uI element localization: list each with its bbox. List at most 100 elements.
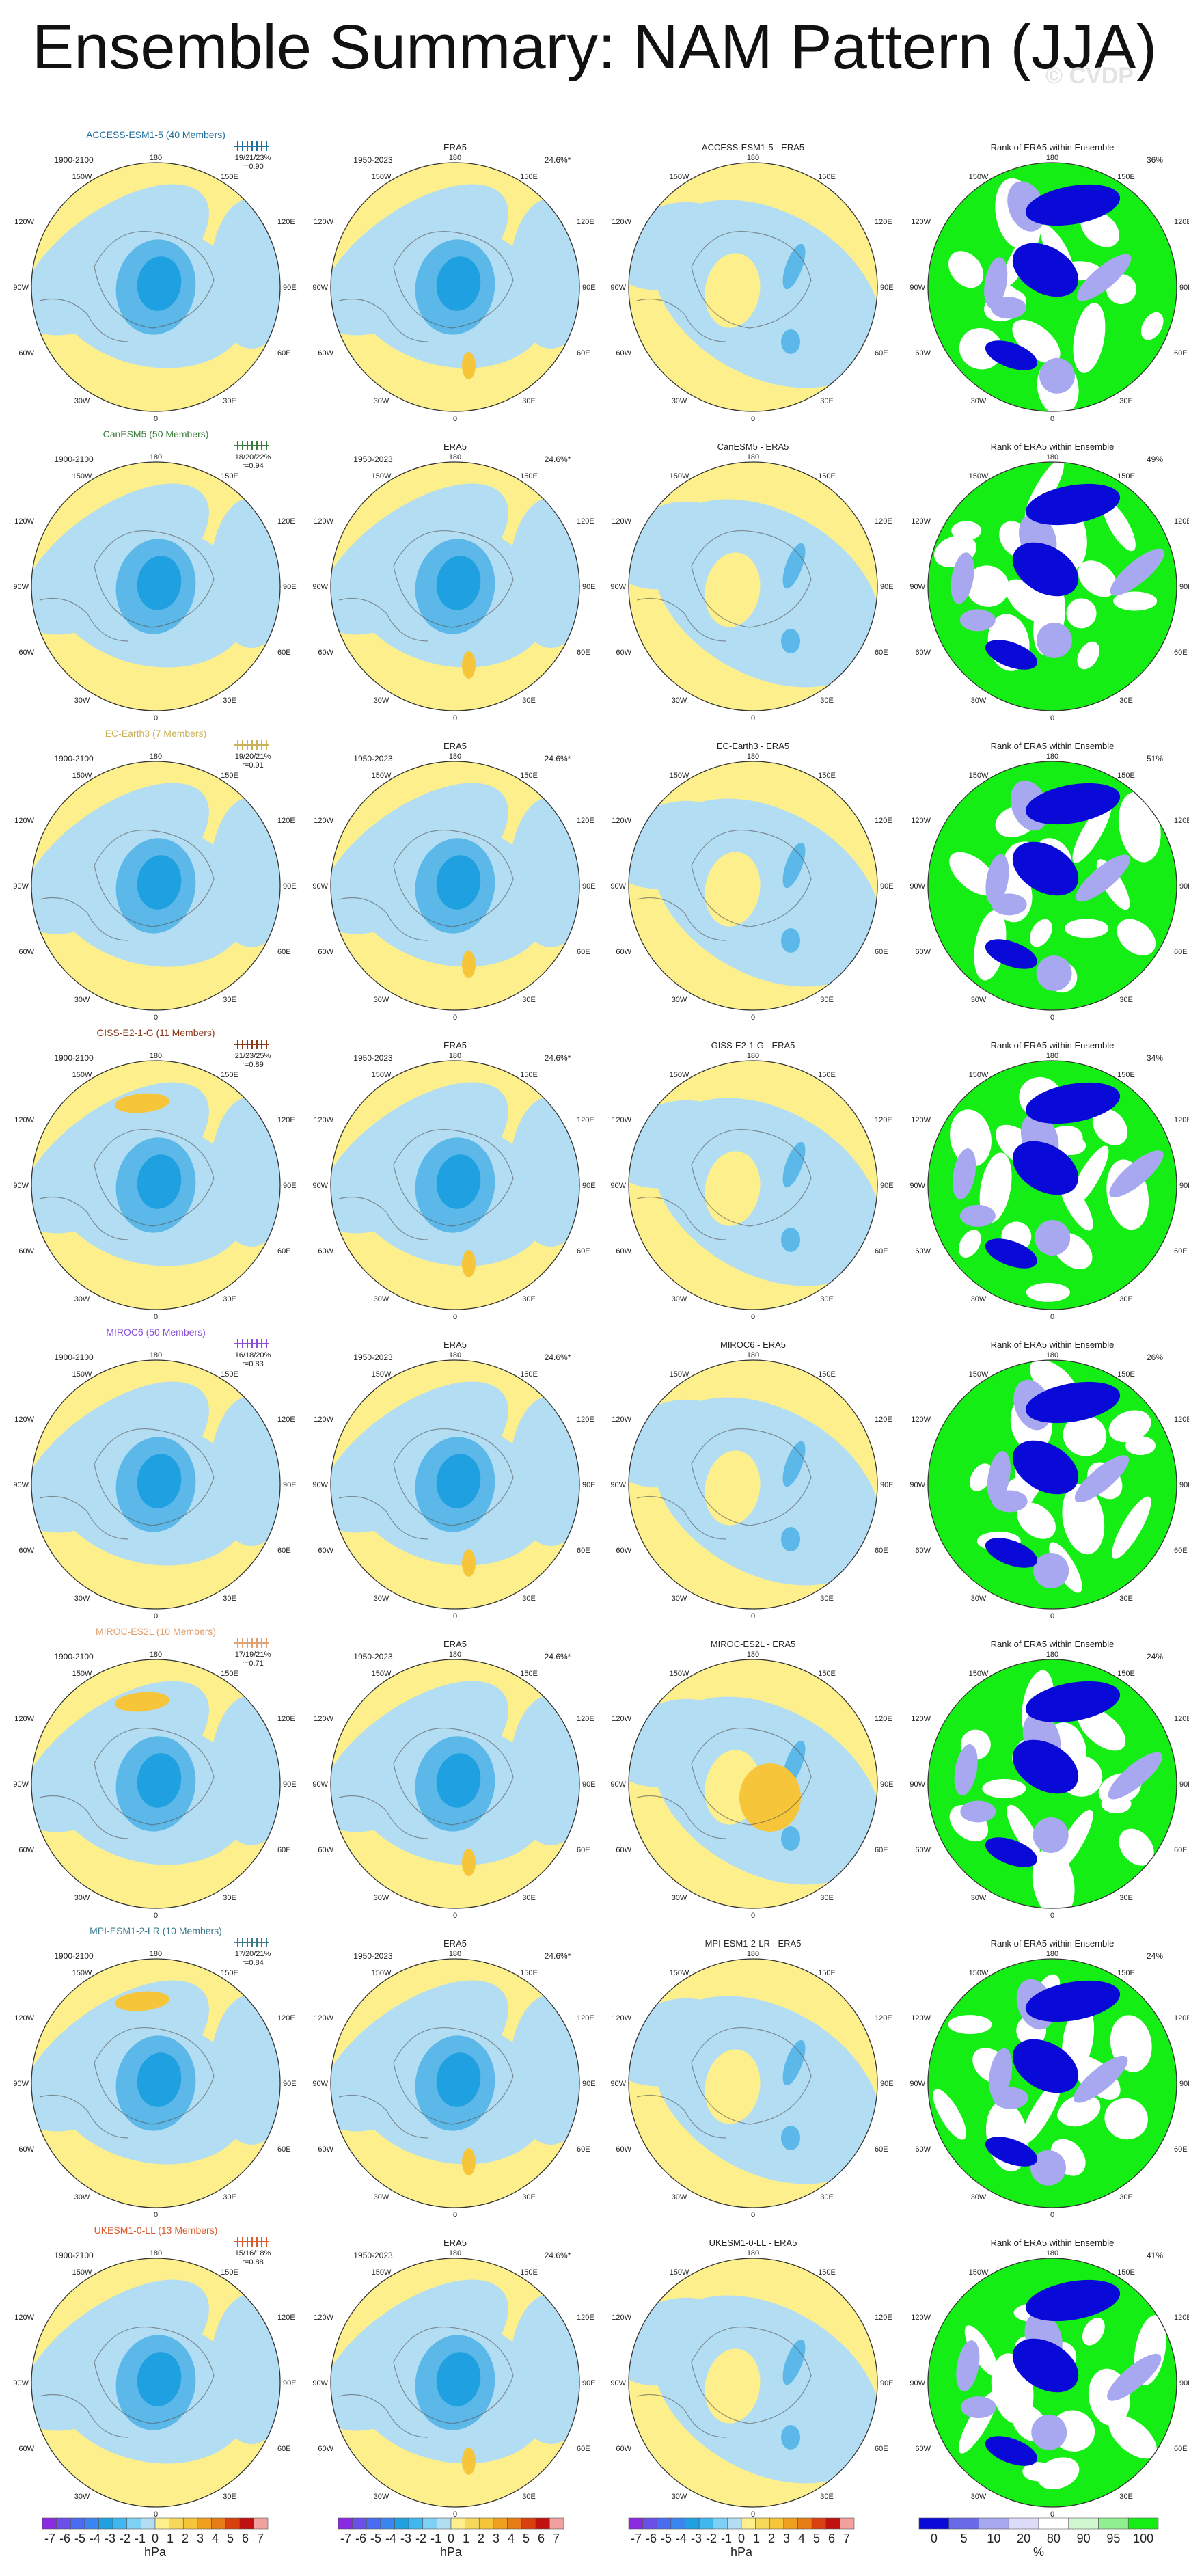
lon-label: 60E	[577, 948, 590, 956]
era5-map-r3: 180 0 90W 90E 150W 150E 120W 120E 60W 60E 30W 30E	[312, 1052, 595, 1321]
colorbar-swatch	[656, 2517, 672, 2530]
lon-label: 150E	[818, 173, 836, 181]
colorbar-diff: -7 -6 -5 -4 -3 -2 -1 0 1 2 3 4 5 6 7 hPa	[628, 2517, 855, 2559]
ensemble-spread-glyph	[234, 1938, 269, 1947]
map-border	[330, 1359, 580, 1610]
coastline	[691, 2327, 812, 2424]
lon-label: 90W	[312, 2080, 328, 2088]
colorbar-tick-label: -2	[706, 2532, 717, 2545]
ensemble-spread-glyph	[234, 1638, 269, 1648]
rank-blue-south	[985, 1238, 1038, 1269]
rank-blue-north	[1025, 1381, 1121, 1424]
model-period: 1900-2100	[54, 1652, 94, 1662]
lon-label: 120E	[277, 2014, 295, 2022]
lon-label: 120E	[1174, 817, 1189, 825]
colorbar-tick-label: 4	[798, 2532, 805, 2545]
positive-core	[115, 1093, 169, 1113]
lon-label: 120W	[612, 1715, 631, 1723]
map-border	[628, 1359, 878, 1610]
rank-lightblue-patch	[951, 552, 974, 604]
model-period: 1900-2100	[54, 2251, 94, 2260]
rank-white-patch	[950, 1109, 992, 1167]
rank-lightblue-patch	[959, 1204, 996, 1227]
lon-label: 120W	[911, 1715, 931, 1723]
lon-label: 30W	[971, 397, 987, 405]
lon-label: 60E	[277, 2445, 291, 2453]
rank-white-patch	[1108, 1410, 1151, 1443]
negative-anomaly	[781, 2425, 800, 2450]
lon-label: 90W	[610, 2080, 626, 2088]
lon-label: 0	[1050, 1612, 1054, 1621]
lon-label: 60E	[577, 1547, 590, 1555]
colorbar-tick-label: 0	[931, 2532, 938, 2545]
negative-anomaly	[782, 2039, 806, 2086]
rank-lightblue-patch	[1031, 2414, 1067, 2450]
lon-label: 150W	[969, 1370, 989, 1379]
colorbar-swatch	[493, 2517, 508, 2530]
lon-label: 120E	[577, 817, 594, 825]
lon-label: 120W	[911, 2314, 931, 2322]
negative-anomaly	[781, 1826, 800, 1851]
negative-anomaly	[781, 2126, 800, 2150]
lon-label: 90E	[880, 1780, 894, 1789]
lon-label: 120W	[911, 218, 931, 226]
lon-label: 60E	[577, 1247, 590, 1256]
rank-lightblue-patch	[1107, 2353, 1162, 2401]
rank-lightblue-patch	[985, 854, 1009, 906]
lon-label: 60W	[318, 2445, 333, 2453]
colorbar-tick-label: -2	[120, 2532, 131, 2545]
lon-label: 60W	[18, 1547, 34, 1555]
lon-label: 120E	[577, 1415, 594, 1424]
model-pattern-corr: r=0.84	[242, 1959, 264, 1967]
colorbar-swatch	[727, 2517, 742, 2530]
lon-label: 30E	[223, 696, 236, 705]
lon-label: 90E	[1179, 2379, 1189, 2387]
lon-label: 30W	[374, 2193, 390, 2201]
diff-map-r3: 180 0 90W 90E 150W 150E 120W 120E 60W 60E 30W 30E	[610, 1052, 893, 1321]
lon-label: 180	[1046, 753, 1058, 761]
colorbar-tick-label: 7	[257, 2532, 264, 2545]
colorbar-tick-label: -1	[135, 2532, 146, 2545]
colorbar-swatch	[239, 2517, 254, 2530]
lon-label: 30W	[672, 2493, 687, 2501]
rank-panel-title: Rank of ERA5 within Ensemble	[991, 442, 1115, 452]
ensemble-spread-glyph	[234, 740, 269, 750]
colorbar-tick-label: 90	[1077, 2532, 1091, 2545]
colorbar-swatch	[450, 2517, 465, 2530]
obs-period: 1950-2023	[353, 2251, 393, 2260]
lon-label: 90W	[910, 882, 925, 891]
lon-label: 150E	[520, 1670, 538, 1678]
model-pattern-corr: r=0.71	[242, 1659, 264, 1668]
rank-lightblue-patch	[960, 2396, 996, 2419]
lon-label: 150W	[372, 1969, 392, 1977]
lon-label: 150E	[221, 772, 238, 780]
positive-core	[462, 2148, 476, 2175]
rank-lightblue-patch	[1033, 1817, 1069, 1853]
negative-core	[137, 2352, 182, 2406]
model-panel-title: GISS-E2-1-G (11 Members)	[96, 1027, 215, 1038]
coastline	[393, 530, 514, 628]
rank-lightblue-patch	[1076, 854, 1130, 902]
positive-core	[462, 1849, 476, 1876]
coastline	[636, 1795, 726, 1839]
lon-label: 30E	[522, 696, 536, 705]
lon-label: 180	[747, 1052, 759, 1060]
rank-lightblue-patch	[989, 2048, 1013, 2100]
coastline	[94, 2027, 215, 2125]
rank-blue-north	[1025, 1082, 1121, 1124]
model-period: 1900-2100	[54, 1053, 94, 1063]
map-border	[628, 162, 878, 412]
lon-label: 30E	[1119, 1595, 1133, 1603]
lon-label: 60E	[277, 2145, 291, 2154]
rank-lightblue-patch	[952, 1148, 976, 1200]
rank-blue-north	[1025, 483, 1121, 526]
rank-white-patch	[1113, 591, 1158, 611]
lon-label: 60W	[616, 649, 631, 657]
positive-core	[462, 651, 476, 679]
colorbar-swatch	[535, 2517, 550, 2530]
colorbar-tick-label: -4	[385, 2532, 396, 2545]
lon-label: 120E	[277, 517, 295, 526]
lon-label: 180	[150, 753, 162, 761]
lon-label: 180	[150, 1052, 162, 1060]
coastline	[39, 1196, 129, 1240]
